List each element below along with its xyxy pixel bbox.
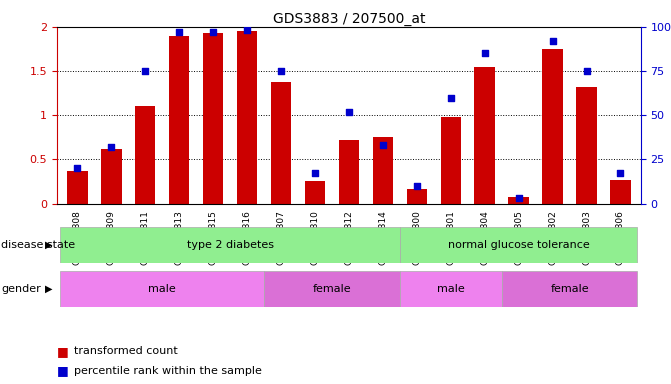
Point [581, 68, 592, 74]
Bar [339, 140, 359, 204]
Bar [271, 82, 291, 204]
Bar [542, 49, 563, 204]
Bar [264, 271, 400, 307]
Bar [305, 182, 325, 204]
Text: ▶: ▶ [45, 284, 53, 294]
Bar [474, 67, 495, 204]
Text: normal glucose tolerance: normal glucose tolerance [448, 240, 590, 250]
Bar [60, 227, 400, 263]
Bar [169, 36, 189, 204]
Bar [67, 171, 88, 204]
Bar [203, 33, 223, 204]
Bar [60, 271, 264, 307]
Point [479, 50, 490, 56]
Bar [101, 149, 121, 204]
Point [411, 183, 422, 189]
Bar [441, 117, 461, 204]
Point [208, 29, 219, 35]
Point [174, 29, 185, 35]
Bar [400, 227, 637, 263]
Bar [502, 271, 637, 307]
Point [276, 68, 287, 74]
Point [140, 68, 151, 74]
Bar [509, 197, 529, 204]
Bar [576, 87, 597, 204]
Point [378, 142, 389, 148]
Text: ▶: ▶ [45, 240, 53, 250]
Point [344, 109, 354, 115]
Text: gender: gender [1, 284, 41, 294]
Point [615, 170, 626, 177]
Text: type 2 diabetes: type 2 diabetes [187, 240, 274, 250]
Text: percentile rank within the sample: percentile rank within the sample [74, 366, 262, 376]
Bar [610, 180, 631, 204]
Text: ■: ■ [57, 345, 69, 358]
Text: male: male [437, 284, 464, 294]
Text: transformed count: transformed count [74, 346, 178, 356]
Bar [400, 271, 502, 307]
Bar [237, 31, 257, 204]
Point [106, 144, 117, 150]
Title: GDS3883 / 207500_at: GDS3883 / 207500_at [272, 12, 425, 26]
Bar [407, 189, 427, 204]
Bar [372, 137, 393, 204]
Text: ■: ■ [57, 364, 69, 377]
Point [547, 38, 558, 44]
Point [309, 170, 320, 177]
Text: disease state: disease state [1, 240, 75, 250]
Text: female: female [550, 284, 589, 294]
Point [513, 195, 524, 201]
Bar [135, 106, 156, 204]
Point [242, 27, 252, 33]
Point [446, 94, 456, 101]
Text: female: female [313, 284, 351, 294]
Point [72, 165, 83, 171]
Text: male: male [148, 284, 176, 294]
